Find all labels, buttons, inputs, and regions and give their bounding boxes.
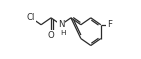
Text: H: H — [60, 30, 66, 36]
Text: F: F — [107, 20, 112, 29]
Text: O: O — [48, 31, 54, 40]
Text: Cl: Cl — [27, 13, 35, 22]
Text: N: N — [58, 20, 64, 29]
